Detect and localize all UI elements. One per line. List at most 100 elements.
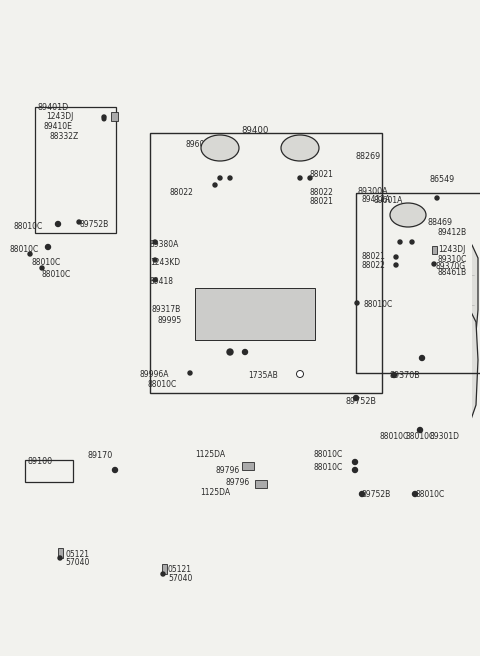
Text: 57040: 57040 bbox=[65, 558, 89, 567]
Circle shape bbox=[153, 258, 157, 262]
Circle shape bbox=[410, 240, 414, 244]
Text: 88010C: 88010C bbox=[13, 222, 42, 231]
Circle shape bbox=[392, 373, 396, 377]
Text: 1735AB: 1735AB bbox=[248, 371, 278, 380]
Text: 89796: 89796 bbox=[225, 478, 249, 487]
Text: 1125DA: 1125DA bbox=[195, 450, 225, 459]
Text: 1125DA: 1125DA bbox=[200, 488, 230, 497]
Text: 88010C: 88010C bbox=[32, 258, 61, 267]
Circle shape bbox=[218, 176, 222, 180]
Bar bbox=[195, 288, 315, 340]
Polygon shape bbox=[416, 310, 478, 430]
Circle shape bbox=[77, 220, 81, 224]
Ellipse shape bbox=[390, 203, 426, 227]
Text: 89100: 89100 bbox=[27, 457, 52, 466]
Text: 05121: 05121 bbox=[168, 565, 192, 574]
Circle shape bbox=[153, 240, 157, 244]
Circle shape bbox=[40, 266, 44, 270]
Polygon shape bbox=[412, 222, 440, 240]
Text: 89400: 89400 bbox=[241, 126, 269, 135]
Circle shape bbox=[228, 176, 232, 180]
Circle shape bbox=[435, 196, 439, 200]
Circle shape bbox=[242, 350, 248, 354]
Text: 89300A: 89300A bbox=[358, 187, 389, 196]
Ellipse shape bbox=[201, 135, 239, 161]
Text: 88010C: 88010C bbox=[405, 432, 434, 441]
Bar bbox=[111, 112, 118, 121]
Circle shape bbox=[188, 371, 192, 375]
Text: 89752B: 89752B bbox=[79, 220, 108, 229]
Text: 89370B: 89370B bbox=[390, 371, 421, 380]
Circle shape bbox=[58, 556, 62, 560]
Text: 88010C: 88010C bbox=[148, 380, 177, 389]
Text: 88010C: 88010C bbox=[380, 432, 409, 441]
Polygon shape bbox=[55, 240, 84, 256]
Text: 89601A: 89601A bbox=[373, 196, 402, 205]
Text: 88010C: 88010C bbox=[10, 245, 39, 254]
Circle shape bbox=[161, 572, 165, 576]
Circle shape bbox=[352, 459, 358, 464]
Circle shape bbox=[355, 301, 359, 305]
Text: 88269: 88269 bbox=[355, 152, 380, 161]
Circle shape bbox=[418, 428, 422, 432]
Text: 88022: 88022 bbox=[310, 188, 334, 197]
Text: 89796: 89796 bbox=[215, 466, 239, 475]
Circle shape bbox=[412, 491, 418, 497]
Circle shape bbox=[352, 468, 358, 472]
Ellipse shape bbox=[281, 135, 319, 161]
Text: 88022: 88022 bbox=[170, 188, 194, 197]
Circle shape bbox=[398, 240, 402, 244]
Text: 05121: 05121 bbox=[65, 550, 89, 559]
Bar bbox=[255, 480, 267, 488]
Text: 57040: 57040 bbox=[168, 574, 192, 583]
Text: 89996A: 89996A bbox=[140, 370, 169, 379]
Text: 88010C: 88010C bbox=[42, 270, 71, 279]
Bar bbox=[150, 133, 382, 393]
Text: 88021: 88021 bbox=[362, 252, 386, 261]
Text: 86549: 86549 bbox=[430, 175, 455, 184]
Text: 88010C: 88010C bbox=[415, 490, 444, 499]
Polygon shape bbox=[43, 135, 110, 228]
Text: 89418: 89418 bbox=[150, 277, 174, 286]
Circle shape bbox=[420, 356, 424, 361]
Text: 88021: 88021 bbox=[310, 170, 334, 179]
Bar bbox=[162, 564, 167, 574]
Circle shape bbox=[298, 176, 302, 180]
Text: 89601A: 89601A bbox=[185, 140, 215, 149]
Text: 89317B: 89317B bbox=[152, 305, 181, 314]
Circle shape bbox=[394, 255, 398, 259]
Circle shape bbox=[308, 176, 312, 180]
Text: 1243DJ: 1243DJ bbox=[46, 112, 73, 121]
Text: 89412A: 89412A bbox=[362, 195, 391, 204]
Text: 89170: 89170 bbox=[88, 451, 113, 460]
Bar bbox=[58, 548, 63, 558]
Polygon shape bbox=[54, 555, 86, 568]
Bar bbox=[432, 246, 437, 254]
Text: 1243DJ: 1243DJ bbox=[438, 245, 466, 254]
Text: 89370G: 89370G bbox=[436, 262, 466, 271]
Text: 89380A: 89380A bbox=[150, 240, 180, 249]
Text: 89752B: 89752B bbox=[345, 397, 376, 406]
Polygon shape bbox=[346, 178, 368, 194]
Circle shape bbox=[432, 262, 436, 266]
Circle shape bbox=[394, 263, 398, 267]
Circle shape bbox=[56, 222, 60, 226]
Text: 88010C: 88010C bbox=[363, 300, 392, 309]
Circle shape bbox=[213, 183, 217, 187]
Circle shape bbox=[112, 468, 118, 472]
Text: 88010C: 88010C bbox=[314, 450, 343, 459]
Text: 88021: 88021 bbox=[310, 197, 334, 206]
Polygon shape bbox=[158, 570, 190, 585]
Bar bbox=[356, 193, 480, 373]
Polygon shape bbox=[362, 245, 478, 370]
Text: 89995: 89995 bbox=[157, 316, 181, 325]
Circle shape bbox=[360, 491, 364, 497]
Circle shape bbox=[46, 245, 50, 249]
Text: 88332Z: 88332Z bbox=[50, 132, 79, 141]
Polygon shape bbox=[48, 456, 456, 548]
Text: 88010C: 88010C bbox=[314, 463, 343, 472]
Polygon shape bbox=[158, 190, 362, 388]
Text: 88022: 88022 bbox=[362, 261, 386, 270]
Bar bbox=[242, 462, 254, 470]
Circle shape bbox=[28, 252, 32, 256]
